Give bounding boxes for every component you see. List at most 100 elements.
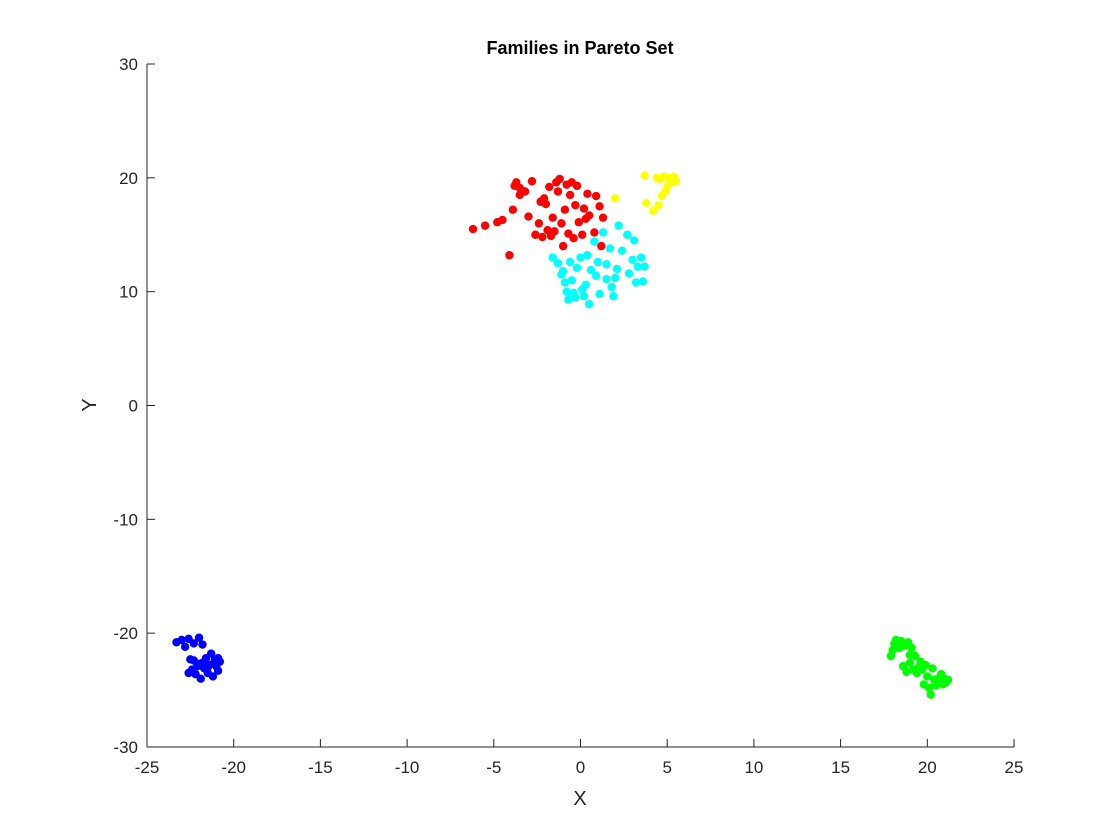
data-point <box>579 292 589 301</box>
data-point <box>579 204 589 213</box>
data-point <box>595 202 604 211</box>
series-4 <box>886 635 953 699</box>
data-point <box>576 253 585 262</box>
data-point <box>560 205 570 214</box>
data-point <box>636 253 646 262</box>
data-point <box>926 690 935 699</box>
data-point <box>584 211 594 220</box>
data-point <box>572 181 582 191</box>
data-point <box>558 241 568 251</box>
x-tick-label: 25 <box>1005 758 1024 777</box>
data-point <box>198 640 207 649</box>
x-tick-label: 15 <box>831 758 850 777</box>
data-point <box>571 293 580 302</box>
series-2 <box>548 221 649 309</box>
data-point <box>905 650 915 659</box>
data-point <box>184 668 193 678</box>
data-point <box>536 197 545 206</box>
data-point <box>177 635 186 645</box>
data-point <box>578 230 587 239</box>
chart-title: Families in Pareto Set <box>486 38 673 58</box>
y-tick-label: 0 <box>129 397 138 416</box>
data-point <box>640 171 649 180</box>
data-point <box>548 253 557 262</box>
data-point <box>555 174 564 184</box>
data-point <box>584 299 594 309</box>
data-point <box>590 228 599 237</box>
data-point <box>586 265 596 275</box>
data-point <box>654 200 663 210</box>
data-point <box>624 269 634 278</box>
y-tick-label: 10 <box>119 283 138 302</box>
data-point <box>671 177 681 186</box>
data-point <box>607 282 616 292</box>
x-tick-label: -10 <box>395 758 420 777</box>
x-tick-label: -15 <box>308 758 333 777</box>
y-tick-label: -30 <box>113 738 138 757</box>
data-point <box>583 189 592 198</box>
data-point <box>498 215 507 225</box>
x-axis-title: X <box>573 788 586 810</box>
data-point <box>602 260 611 269</box>
data-point <box>562 287 571 296</box>
data-point <box>928 664 937 673</box>
data-point <box>553 259 563 268</box>
data-point <box>565 257 575 267</box>
data-point <box>923 672 932 681</box>
data-point <box>558 266 568 276</box>
x-tick-label: -20 <box>221 758 246 777</box>
data-point <box>649 206 658 216</box>
data-point <box>902 667 911 677</box>
data-point <box>907 643 916 653</box>
data-point <box>565 190 575 200</box>
x-tick-label: -25 <box>135 758 160 777</box>
data-point <box>557 219 566 228</box>
data-point <box>656 174 665 184</box>
data-point <box>520 187 530 196</box>
series-3 <box>172 633 225 683</box>
data-point <box>581 280 590 290</box>
data-point <box>630 236 639 245</box>
data-point <box>524 212 533 221</box>
data-point <box>610 194 620 203</box>
data-point <box>567 276 577 285</box>
data-point <box>931 681 941 690</box>
data-point <box>213 666 223 675</box>
data-point <box>591 271 601 280</box>
data-point <box>638 277 648 286</box>
data-point <box>510 181 519 191</box>
data-point <box>189 639 199 648</box>
data-point <box>550 227 559 236</box>
x-tick-label: 20 <box>918 758 937 777</box>
data-point <box>617 246 627 255</box>
data-point <box>612 264 622 274</box>
data-point <box>508 205 518 214</box>
data-point <box>553 187 563 196</box>
data-point <box>628 255 637 264</box>
data-point <box>943 675 953 685</box>
data-point <box>206 649 216 658</box>
y-tick-label: 30 <box>119 55 138 74</box>
y-tick-label: 20 <box>119 169 138 188</box>
data-point <box>548 213 557 222</box>
data-point <box>571 200 580 210</box>
data-point <box>623 230 632 239</box>
data-point <box>213 654 223 663</box>
y-tick-label: -20 <box>113 624 138 643</box>
data-point <box>590 237 599 246</box>
data-point <box>598 213 608 222</box>
data-point <box>595 289 604 299</box>
data-point <box>893 640 903 649</box>
data-point <box>189 656 199 665</box>
data-point <box>609 292 618 301</box>
points-layer <box>172 171 953 699</box>
data-point <box>196 674 205 683</box>
data-point <box>468 224 478 234</box>
data-point <box>569 233 578 243</box>
data-point <box>545 182 554 192</box>
data-point <box>605 244 615 253</box>
data-point <box>631 278 641 287</box>
data-point <box>203 663 212 672</box>
data-point <box>538 232 547 242</box>
